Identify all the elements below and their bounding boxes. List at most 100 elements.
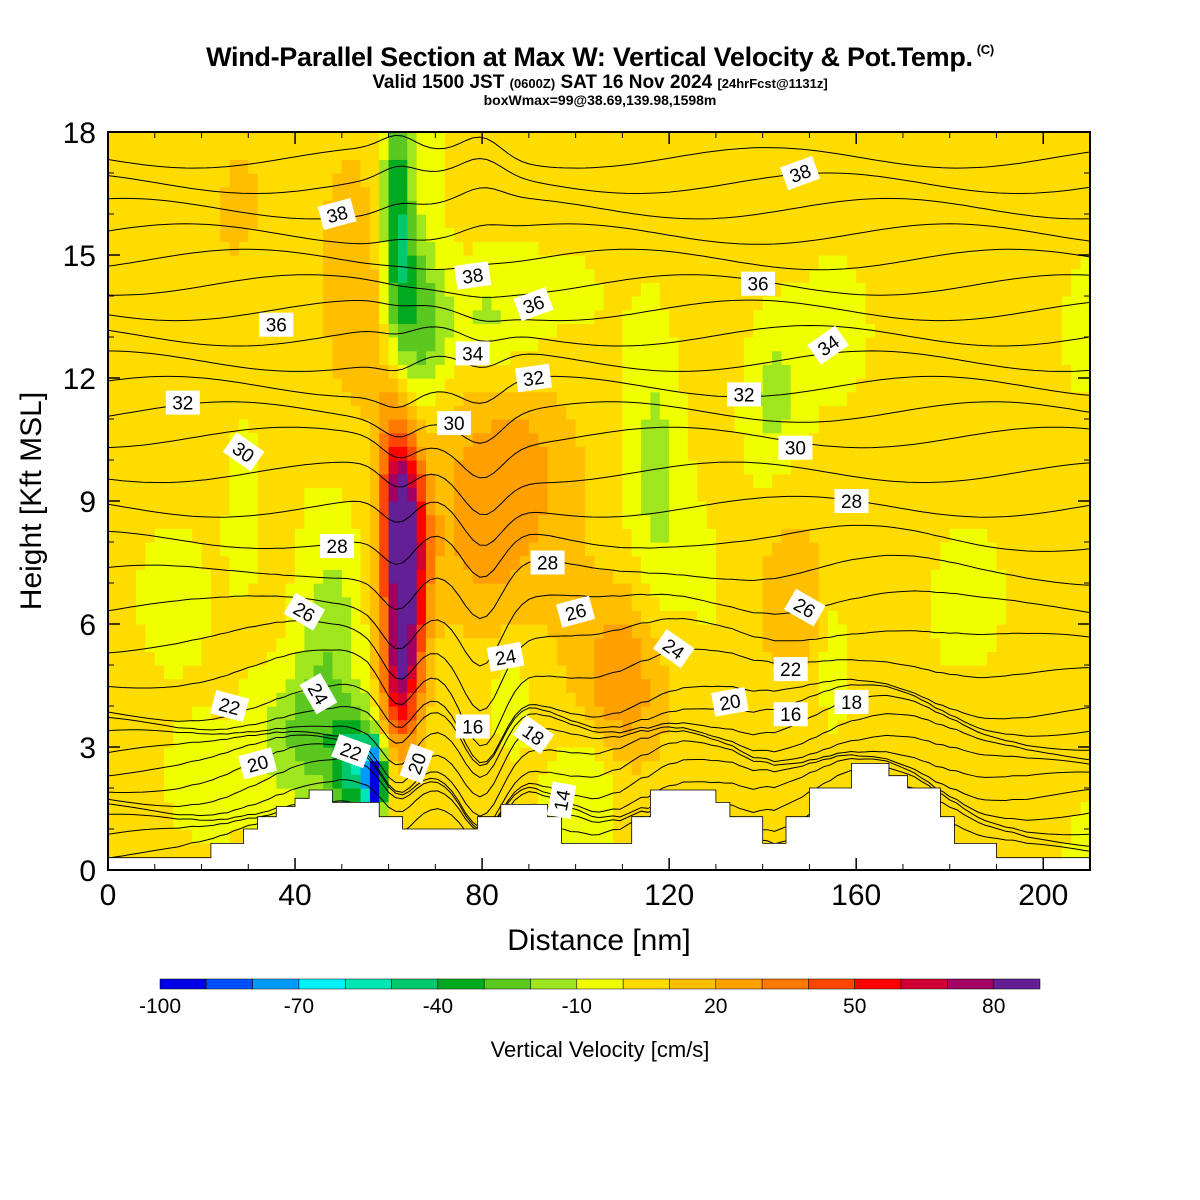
velocity-cell [257, 501, 305, 516]
velocity-cell [407, 637, 418, 652]
velocity-cell [454, 460, 549, 475]
velocity-cell [182, 665, 249, 680]
velocity-cell [379, 528, 390, 543]
velocity-cell [388, 460, 399, 475]
velocity-cell [369, 719, 380, 734]
velocity-cell [416, 692, 427, 707]
x-tick-label: 160 [831, 879, 881, 912]
velocity-cell [154, 651, 203, 666]
theta-contour [108, 274, 1090, 298]
velocity-cell [416, 651, 427, 666]
velocity-cell [659, 296, 764, 311]
velocity-cell [556, 747, 595, 762]
theta-contour [108, 678, 1090, 764]
velocity-cell [360, 159, 380, 174]
velocity-cell [425, 665, 436, 680]
velocity-cell [584, 528, 633, 543]
velocity-cell [1005, 583, 1090, 598]
velocity-cell [416, 350, 427, 365]
contour-label-bg [320, 534, 355, 559]
velocity-cell [397, 692, 408, 707]
velocity-cell [304, 637, 352, 652]
theta-contour [108, 324, 1090, 347]
velocity-cell [388, 610, 399, 625]
velocity-cell [547, 501, 586, 516]
velocity-cell [397, 678, 408, 693]
contour-label-bg [165, 390, 200, 415]
velocity-cell [397, 624, 408, 639]
velocity-cell [388, 145, 408, 160]
velocity-cell [108, 501, 231, 516]
velocity-cell [108, 159, 231, 174]
velocity-cell [631, 624, 652, 639]
velocity-cell [650, 583, 717, 598]
velocity-cell [940, 555, 998, 570]
contour-label: 28 [320, 534, 355, 559]
colorbar-tick-label: -100 [139, 995, 181, 1018]
velocity-cell [425, 487, 436, 502]
velocity-cell [715, 596, 764, 611]
velocity-cell [379, 678, 390, 693]
theta-contour [108, 694, 1090, 778]
velocity-cell [931, 569, 1007, 584]
velocity-cell [669, 432, 689, 447]
velocity-cell [631, 542, 717, 557]
velocity-cell [996, 555, 1090, 570]
velocity-cell [379, 542, 390, 557]
velocity-cell [641, 487, 670, 502]
velocity-cell [1005, 596, 1090, 611]
velocity-cell [435, 624, 446, 639]
velocity-cell [435, 637, 558, 652]
theta-contour [108, 248, 1090, 271]
velocity-cell [388, 241, 399, 256]
velocity-cell [379, 159, 390, 174]
velocity-cell [425, 255, 436, 270]
velocity-cell [416, 637, 427, 652]
velocity-cell [538, 528, 586, 543]
velocity-cell [846, 692, 1090, 707]
velocity-cell [856, 378, 1072, 393]
velocity-cell [229, 555, 259, 570]
velocity-cell [547, 473, 586, 488]
velocity-cell [519, 747, 558, 762]
velocity-cell [313, 596, 352, 611]
velocity-cell [519, 665, 567, 680]
contour-label-bg [711, 687, 749, 717]
colorbar-swatch [298, 978, 346, 990]
velocity-cell [369, 528, 380, 543]
velocity-cell [641, 432, 670, 447]
velocity-cell [1061, 350, 1090, 365]
velocity-cell [369, 706, 380, 721]
velocity-cell [790, 391, 848, 406]
velocity-cell [622, 460, 642, 475]
velocity-cell [238, 419, 249, 434]
velocity-cell [416, 419, 427, 434]
velocity-cell [388, 255, 399, 270]
velocity-cell [669, 309, 754, 324]
velocity-cell [407, 378, 446, 393]
velocity-cell [584, 706, 605, 721]
velocity-cell [407, 487, 418, 502]
velocity-cell [846, 665, 1090, 680]
velocity-cell [341, 774, 362, 789]
velocity-cell [510, 747, 521, 762]
velocity-cell [669, 473, 698, 488]
velocity-cell [603, 733, 661, 748]
contour-label-bg [784, 588, 826, 627]
contour-label: 30 [778, 435, 813, 460]
velocity-cell [594, 651, 642, 666]
velocity-cell [996, 624, 1090, 639]
velocity-cell [790, 364, 867, 379]
velocity-cell [425, 268, 446, 283]
velocity-cell [809, 528, 951, 543]
velocity-cell [818, 610, 829, 625]
theta-contour [108, 617, 1090, 712]
velocity-cell [444, 132, 1090, 147]
velocity-cell [388, 419, 408, 434]
velocity-cell [108, 173, 231, 188]
velocity-cell [762, 555, 820, 570]
velocity-cell [369, 569, 380, 584]
velocity-cell [257, 528, 296, 543]
velocity-cell [641, 460, 670, 475]
velocity-cell [425, 528, 436, 543]
